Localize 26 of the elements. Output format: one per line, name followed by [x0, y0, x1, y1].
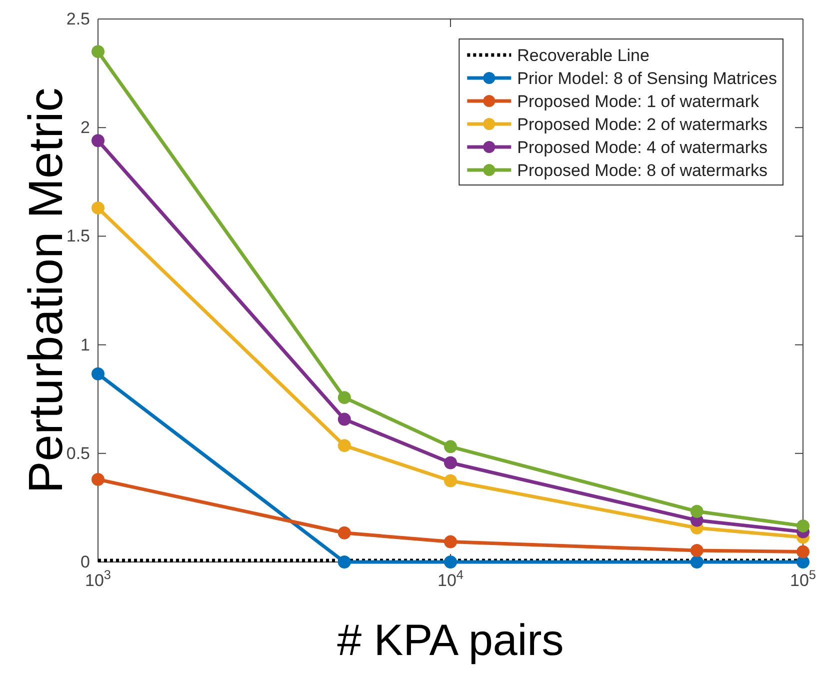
- point: [444, 535, 457, 548]
- point: [92, 45, 104, 58]
- y-tick-label: 1.5: [66, 226, 90, 246]
- y-tick-label: 2: [80, 118, 90, 138]
- point: [796, 545, 810, 558]
- y-tick-label: 1: [80, 335, 90, 354]
- point: [92, 472, 104, 486]
- point: [92, 367, 104, 380]
- legend-label: Proposed Mode: 8 of watermarks: [517, 160, 768, 180]
- y-tick-label: 2.5: [66, 9, 90, 28]
- y-tick-label: 0.5: [66, 444, 90, 463]
- legend-label: Prior Model: 8 of Sensing Matrices: [517, 68, 777, 88]
- point: [444, 556, 457, 568]
- legend-label: Proposed Mode: 1 of watermark: [517, 92, 760, 111]
- x-tick-label: 10$^{4}$: [437, 566, 464, 590]
- legend-label: Proposed Mode: 2 of watermarks: [517, 114, 768, 134]
- x-tick-label: 10$^{5}$: [790, 566, 816, 590]
- x-axis-title: # KPA pairs: [337, 616, 564, 665]
- legend-label: Recoverable Line: [517, 46, 650, 65]
- point: [444, 474, 457, 488]
- legend-label: Proposed Mode: 4 of watermarks: [517, 138, 768, 157]
- point: [444, 456, 457, 470]
- point: [92, 134, 104, 148]
- point: [444, 440, 457, 454]
- point: [796, 519, 810, 532]
- point: [92, 201, 104, 214]
